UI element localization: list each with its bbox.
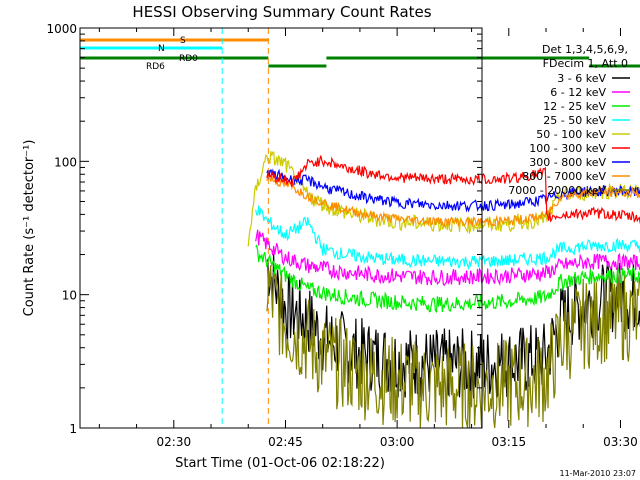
plot-frame bbox=[79, 27, 483, 429]
x-axis-label: Start Time (01-Oct-06 02:18:22) bbox=[175, 456, 385, 471]
legend-header-line-0: Det 1,3,4,5,6,9, bbox=[542, 43, 628, 56]
legend-header-line-1: FDecim 1, Att 0 bbox=[543, 57, 628, 70]
flag-bars: S N RD0 RD6 bbox=[80, 36, 640, 72]
chart-title: HESSI Observing Summary Count Rates bbox=[132, 3, 431, 21]
series-line-7000-20000-kev bbox=[266, 265, 640, 429]
series-line-12-25-kev bbox=[255, 244, 640, 314]
legend-label-1: 6 - 12 keV bbox=[550, 86, 606, 99]
legend-label-4: 50 - 100 keV bbox=[536, 128, 606, 141]
legend-label-5: 100 - 300 keV bbox=[529, 142, 606, 155]
series-line-25-50-kev bbox=[255, 205, 640, 271]
flag-label-s: S bbox=[180, 36, 186, 46]
flag-label-n: N bbox=[158, 44, 165, 54]
footer-timestamp: 11-Mar-2010 23:07 bbox=[560, 469, 637, 478]
legend-label-6: 300 - 800 keV bbox=[529, 156, 606, 169]
legend-label-8: 7000 - 20000 keV bbox=[508, 184, 606, 197]
series-line-6-12-kev bbox=[255, 229, 640, 287]
flag-label-rd6: RD6 bbox=[146, 62, 165, 72]
legend-label-0: 3 - 6 keV bbox=[557, 72, 606, 85]
legend-label-7: 800 - 7000 keV bbox=[522, 170, 606, 183]
y-axis-label: Count Rate (s⁻¹ detector⁻¹) bbox=[22, 140, 37, 317]
y-tick-label-3: 1000 bbox=[46, 22, 77, 36]
series-layer bbox=[247, 151, 640, 429]
series-line-100-300-kev bbox=[266, 155, 640, 224]
series-line-50-100-kev bbox=[247, 151, 640, 247]
y-tick-label-1: 10 bbox=[62, 289, 77, 303]
legend-label-3: 25 - 50 keV bbox=[543, 114, 606, 127]
series-line-300-800-kev bbox=[266, 168, 640, 213]
legend-label-2: 12 - 25 keV bbox=[543, 100, 606, 113]
x-tick-label-3: 03:15 bbox=[492, 435, 527, 449]
x-tick-label-2: 03:00 bbox=[380, 435, 415, 449]
y-tick-label-2: 100 bbox=[54, 155, 77, 169]
x-tick-label-0: 02:30 bbox=[157, 435, 192, 449]
flag-label-rd0: RD0 bbox=[179, 54, 198, 64]
series-line-800-7000-kev bbox=[266, 174, 640, 228]
legend: Det 1,3,4,5,6,9,FDecim 1, Att 0 3 - 6 keV… bbox=[508, 43, 630, 197]
x-tick-label-1: 02:45 bbox=[268, 435, 303, 449]
y-axis-ticks: 1 10 100 1000 bbox=[46, 22, 482, 436]
x-tick-label-4: 03:30 bbox=[603, 435, 638, 449]
y-tick-label-0: 1 bbox=[69, 422, 77, 436]
